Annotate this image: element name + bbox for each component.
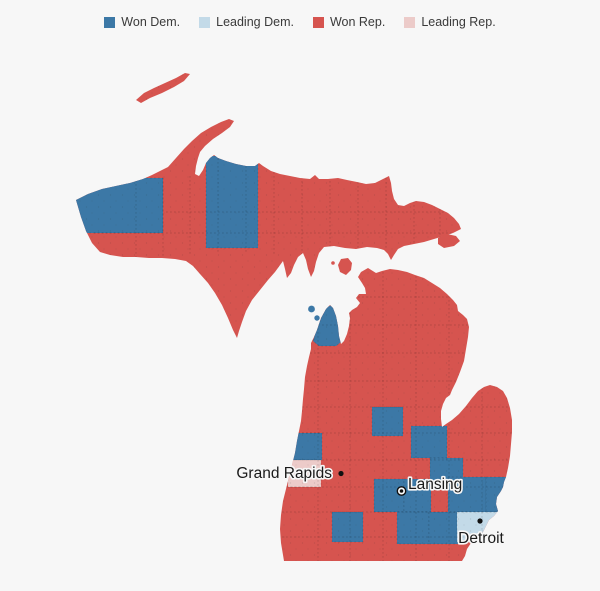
legend-label: Won Dem. [121,15,181,29]
leading-dem-swatch [199,16,211,28]
beaver-island[interactable] [338,258,352,275]
legend-label: Leading Rep. [421,15,496,29]
city-label-detroit: Detroit [458,530,504,547]
legend-item-leading-rep: Leading Rep. [404,15,496,29]
city-label-lansing: Lansing [408,476,462,493]
detroit-dot [477,518,483,524]
drummond-island[interactable] [438,234,460,248]
lansing-capital-marker-dot [399,489,404,493]
legend-label: Won Rep. [329,15,386,29]
city-annotations: Grand Rapids Lansing Detroit [235,463,506,548]
legend-item-won-dem: Won Dem. [104,15,180,29]
map-texture [76,73,512,561]
legend-item-leading-dem: Leading Dem. [199,15,294,29]
won-rep-swatch [312,16,324,28]
legend: Won Dem. Leading Dem. Won Rep. Leading R… [0,15,600,29]
won-dem-swatch [104,16,116,28]
leading-rep-swatch [404,16,416,28]
county-manitou-islands[interactable] [308,305,315,313]
legend-item-won-rep: Won Rep. [312,15,386,29]
city-label-grand-rapids: Grand Rapids [236,465,332,482]
legend-label: Leading Dem. [216,15,294,29]
garden-islet [331,261,335,265]
county-manitou-islands [314,315,320,321]
grand-rapids-dot [338,470,344,477]
